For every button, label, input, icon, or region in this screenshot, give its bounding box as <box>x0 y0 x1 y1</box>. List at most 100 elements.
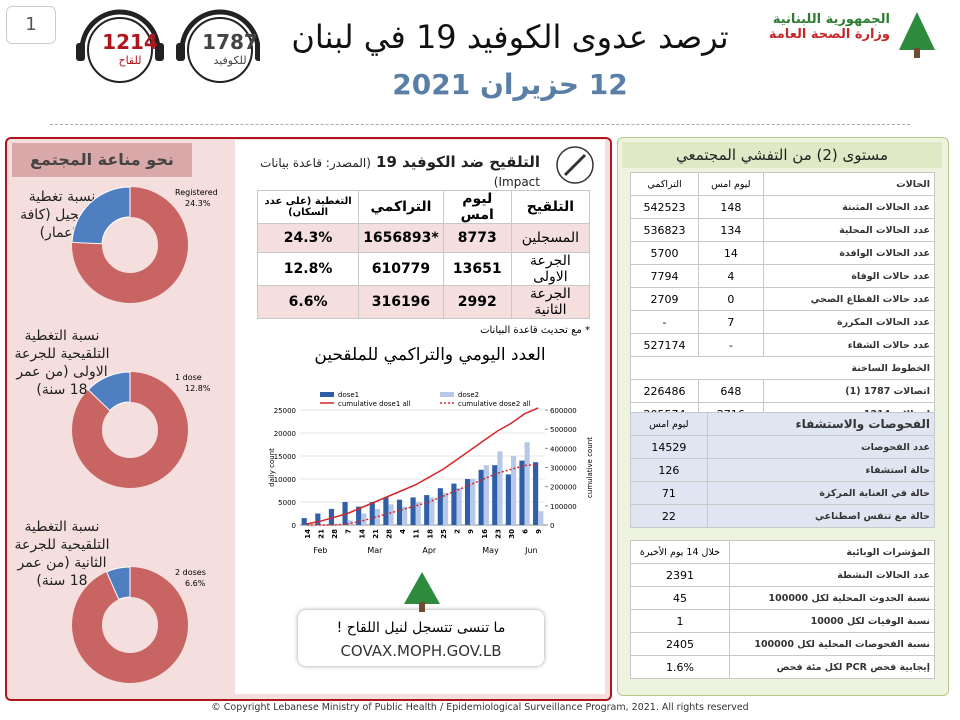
section-heading: الخطوط الساخنة <box>630 356 935 380</box>
table-cell: 316196 <box>358 285 444 319</box>
header-cell: التراكمي <box>629 172 700 196</box>
table-cell: 14529 <box>630 435 708 459</box>
table-cell: اتصالات 1787 (1) <box>762 379 936 403</box>
table-row: نسبة الفحوصات المحلية لكل 100000 2405 <box>630 632 936 656</box>
main-title: ترصد عدوى الكوفيد 19 في لبنان <box>291 18 729 56</box>
table-cell: 12.8% <box>256 252 360 286</box>
tests-table: الفحوصات والاستشفاء ليوم امس عدد الفحوصات 1… <box>630 412 936 528</box>
header-row: المؤشرات الوبائية خلال 14 يوم الأخيرة <box>630 540 936 564</box>
table-row: حالة استشفاء 126 <box>630 458 936 482</box>
header-cell: ليوم امس <box>630 412 708 436</box>
table-cell: 648 <box>698 379 764 403</box>
table-cell: حالة في العناية المركزة <box>706 481 936 505</box>
logo-line: وزارة الصحة العامة <box>768 27 890 42</box>
header-cell: التلقيح <box>510 190 591 224</box>
header-cell: خلال 14 يوم الأخيرة <box>630 540 730 564</box>
donut-caption: نسبة تغطية التسجيل (كافة الاعمار) <box>20 189 104 241</box>
table-cell: 134 <box>698 218 764 242</box>
table-row: اتصالات 1787 (1) 648 226486 <box>629 379 936 403</box>
table-cell: 14 <box>698 241 764 265</box>
cedar-logo <box>899 12 935 58</box>
campaign-box <box>298 610 544 666</box>
table-row: نسبة الحدوث المحلية لكل 100000 45 <box>630 586 936 610</box>
donut-caption: نسبة التغطية التلقيحية للجرعة الثانية (م… <box>14 519 110 589</box>
table-cell: 226486 <box>629 379 700 403</box>
table-cell: 5700 <box>629 241 700 265</box>
table-row: إيجابية فحص PCR لكل مئة فحص 1.6% <box>630 655 936 679</box>
table-row: عدد الحالات الوافدة 14 5700 <box>629 241 936 265</box>
table-cell: إيجابية فحص PCR لكل مئة فحص <box>728 655 936 679</box>
table-cell: 22 <box>630 504 708 528</box>
table-cell: 2709 <box>629 287 700 311</box>
table-cell: 8773 <box>442 223 512 253</box>
vaccination-title: التلقيح ضد الكوفيد 19 <box>376 153 540 171</box>
table-cell: حالة مع تنفس اصطناعي <box>706 504 936 528</box>
table-cell: 610779 <box>358 252 444 286</box>
divider <box>50 124 910 125</box>
table-row: الجرعة الثانية 2992 316196 6.6% <box>256 285 591 319</box>
section-row: الخطوط الساخنة <box>630 356 935 380</box>
hotline-number: 1214 <box>102 30 158 54</box>
table-cell: عدد حالات القطاع الصحي <box>762 287 936 311</box>
table-cell: 1.6% <box>630 655 730 679</box>
table-cell: المسجلين <box>510 223 591 253</box>
right-title: مستوى (2) من التفشي المجتمعي <box>622 142 942 168</box>
chart-title: العدد اليومي والتراكمي للملقحين <box>314 345 546 365</box>
table-row: عدد الحالات المحلية 134 536823 <box>629 218 936 242</box>
table-cell: 536823 <box>629 218 700 242</box>
table-cell: *1656893 <box>358 223 444 253</box>
campaign-url: COVAX.MOPH.GOV.LB <box>340 642 502 660</box>
table-cell: الجرعة الثانية <box>510 285 591 319</box>
hotline-vaccine: 1214 للقاح <box>90 30 170 67</box>
table-row: عدد الفحوصات 14529 <box>630 435 936 459</box>
table-row: عدد حالات الوفاة 4 7794 <box>629 264 936 288</box>
table-cell: عدد حالات الوفاة <box>762 264 936 288</box>
table-row: عدد الحالات المثبتة 148 542523 <box>629 195 936 219</box>
table-cell: عدد الحالات المحلية <box>762 218 936 242</box>
header-cell: التراكمي <box>358 190 444 224</box>
table-row: عدد حالات القطاع الصحي 0 2709 <box>629 287 936 311</box>
table-row: نسبة الوفيات لكل 10000 1 <box>630 609 936 633</box>
header-cell: الفحوصات والاستشفاء <box>706 412 936 436</box>
footer: © Copyright Lebanese Ministry of Public … <box>211 702 749 713</box>
table-row: عدد الحالات النشطة 2391 <box>630 563 936 587</box>
table-cell: حالة استشفاء <box>706 458 936 482</box>
table-cell: عدد الحالات الوافدة <box>762 241 936 265</box>
header-cell: ليوم امس <box>698 172 764 196</box>
indicators-table: المؤشرات الوبائية خلال 14 يوم الأخيرة عدد … <box>630 540 936 679</box>
table-cell: 7794 <box>629 264 700 288</box>
table-cell: 4 <box>698 264 764 288</box>
table-cell: عدد حالات الشفاء <box>762 333 936 357</box>
table-cell: 6.6% <box>256 285 360 319</box>
vaccination-source: (المصدر: قاعدة بيانات Impact) <box>260 156 540 189</box>
table-cell: الجرعة الاولى <box>510 252 591 286</box>
table-cell: - <box>698 333 764 357</box>
syringe-icon <box>556 146 594 184</box>
table-cell: نسبة الوفيات لكل 10000 <box>728 609 936 633</box>
vaccination-note: * مع تحديث قاعدة البيانات <box>480 325 590 336</box>
table-cell: عدد الحالات المثبتة <box>762 195 936 219</box>
hotline-icons <box>76 9 260 83</box>
hotline-number: 1787 <box>202 30 258 54</box>
campaign-logo <box>404 572 440 612</box>
table-cell: 527174 <box>629 333 700 357</box>
table-cell: 542523 <box>629 195 700 219</box>
table-cell: 24.3% <box>256 223 360 253</box>
page-number: 1 <box>6 6 56 44</box>
hotline-covid: 1787 للكوفيد <box>190 30 270 67</box>
donut-caption: نسبة التغطية التلقيحية للجرعة الاولى (من… <box>14 328 110 398</box>
header-cell: الحالات <box>762 172 936 196</box>
table-cell: نسبة الفحوصات المحلية لكل 100000 <box>728 632 936 656</box>
table-row: حالة مع تنفس اصطناعي 22 <box>630 504 936 528</box>
table-row: المسجلين 8773 *1656893 24.3% <box>256 223 591 253</box>
cases-table: الحالات ليوم امس التراكمي عدد الحالات المثب… <box>629 172 936 426</box>
table-cell: 2391 <box>630 563 730 587</box>
table-row: حالة في العناية المركزة 71 <box>630 481 936 505</box>
table-cell: 7 <box>698 310 764 334</box>
table-row: عدد حالات الشفاء -527174 <box>629 333 936 357</box>
ministry-logo-text: الجمهورية اللبنانية وزارة الصحة العامة <box>760 12 890 42</box>
date: 12 حزيران 2021 <box>392 68 628 101</box>
table-cell: 71 <box>630 481 708 505</box>
header-cell: المؤشرات الوبائية <box>728 540 936 564</box>
logo-line: الجمهورية اللبنانية <box>772 12 890 27</box>
